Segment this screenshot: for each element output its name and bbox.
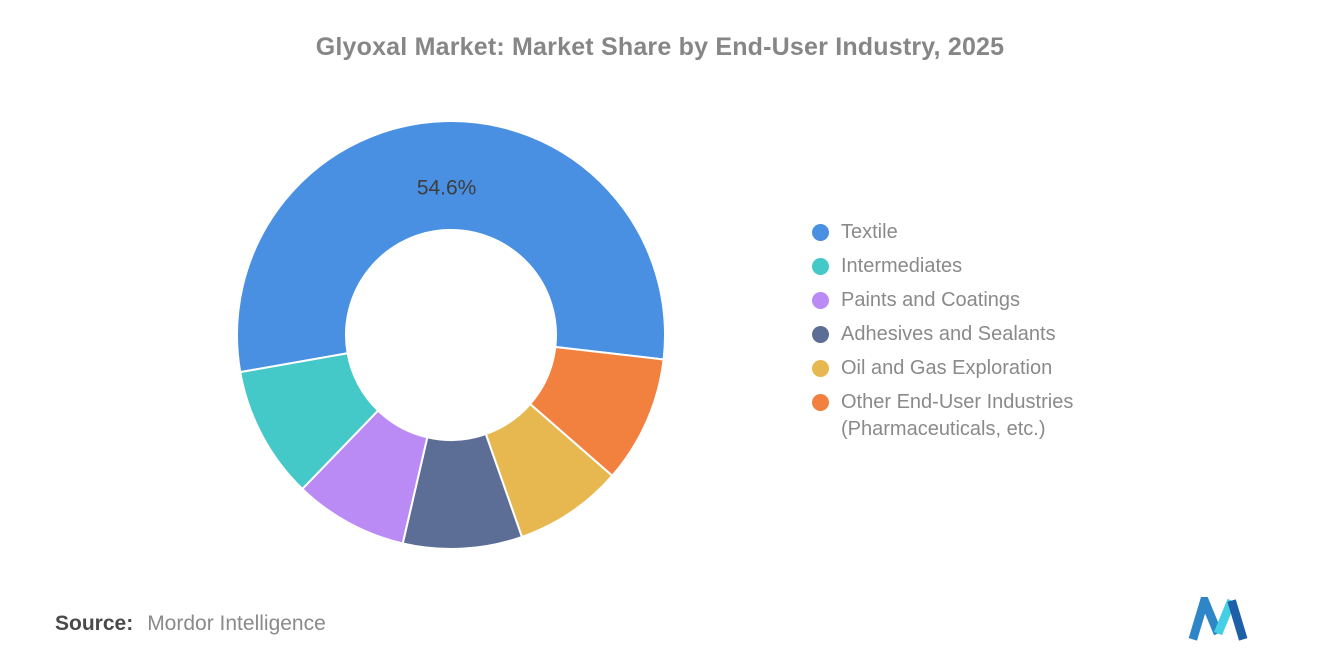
source-value: Mordor Intelligence [147,612,326,635]
mordor-intelligence-logo [1188,597,1248,641]
source-label: Source: [55,612,134,635]
chart-title: Glyoxal Market: Market Share by End-User… [315,33,1005,61]
donut-segment-textile[interactable] [236,120,666,374]
legend-label: Textile [841,221,898,243]
legend-marker [812,292,829,309]
legend-marker [812,394,829,411]
legend-marker [812,360,829,377]
legend-item-other-end-user-industries-pharmaceuticals-etc[interactable]: Other End-User Industries (Pharmaceutica… [812,389,1124,443]
legend-item-oil-and-gas-exploration[interactable]: Oil and Gas Exploration [812,355,1124,382]
legend-label: Paints and Coatings [841,289,1021,311]
legend-label: Oil and Gas Exploration [841,357,1053,379]
logo-right-stroke [1227,599,1248,641]
legend-item-intermediates[interactable]: Intermediates [812,253,1124,280]
legend-label: Other End-User Industries (Pharmaceutica… [841,391,1074,440]
legend-item-adhesives-and-sealants[interactable]: Adhesives and Sealants [812,321,1124,348]
legend-label: Adhesives and Sealants [841,323,1056,345]
donut-segment-intermediates[interactable] [239,352,380,490]
legend-item-textile[interactable]: Textile [812,219,1124,246]
legend: Textile Intermediates Paints and Coatings A… [812,219,1124,450]
slice-data-label: 54.6% [417,177,477,200]
legend-marker [812,224,829,241]
legend-item-paints-and-coatings[interactable]: Paints and Coatings [812,287,1124,314]
legend-marker [812,258,829,275]
legend-label: Intermediates [841,255,963,277]
donut-chart: 54.6% [236,120,666,550]
source-line: Source: Mordor Intelligence [55,612,326,636]
logo-left-stroke [1188,597,1223,641]
legend-marker [812,326,829,343]
